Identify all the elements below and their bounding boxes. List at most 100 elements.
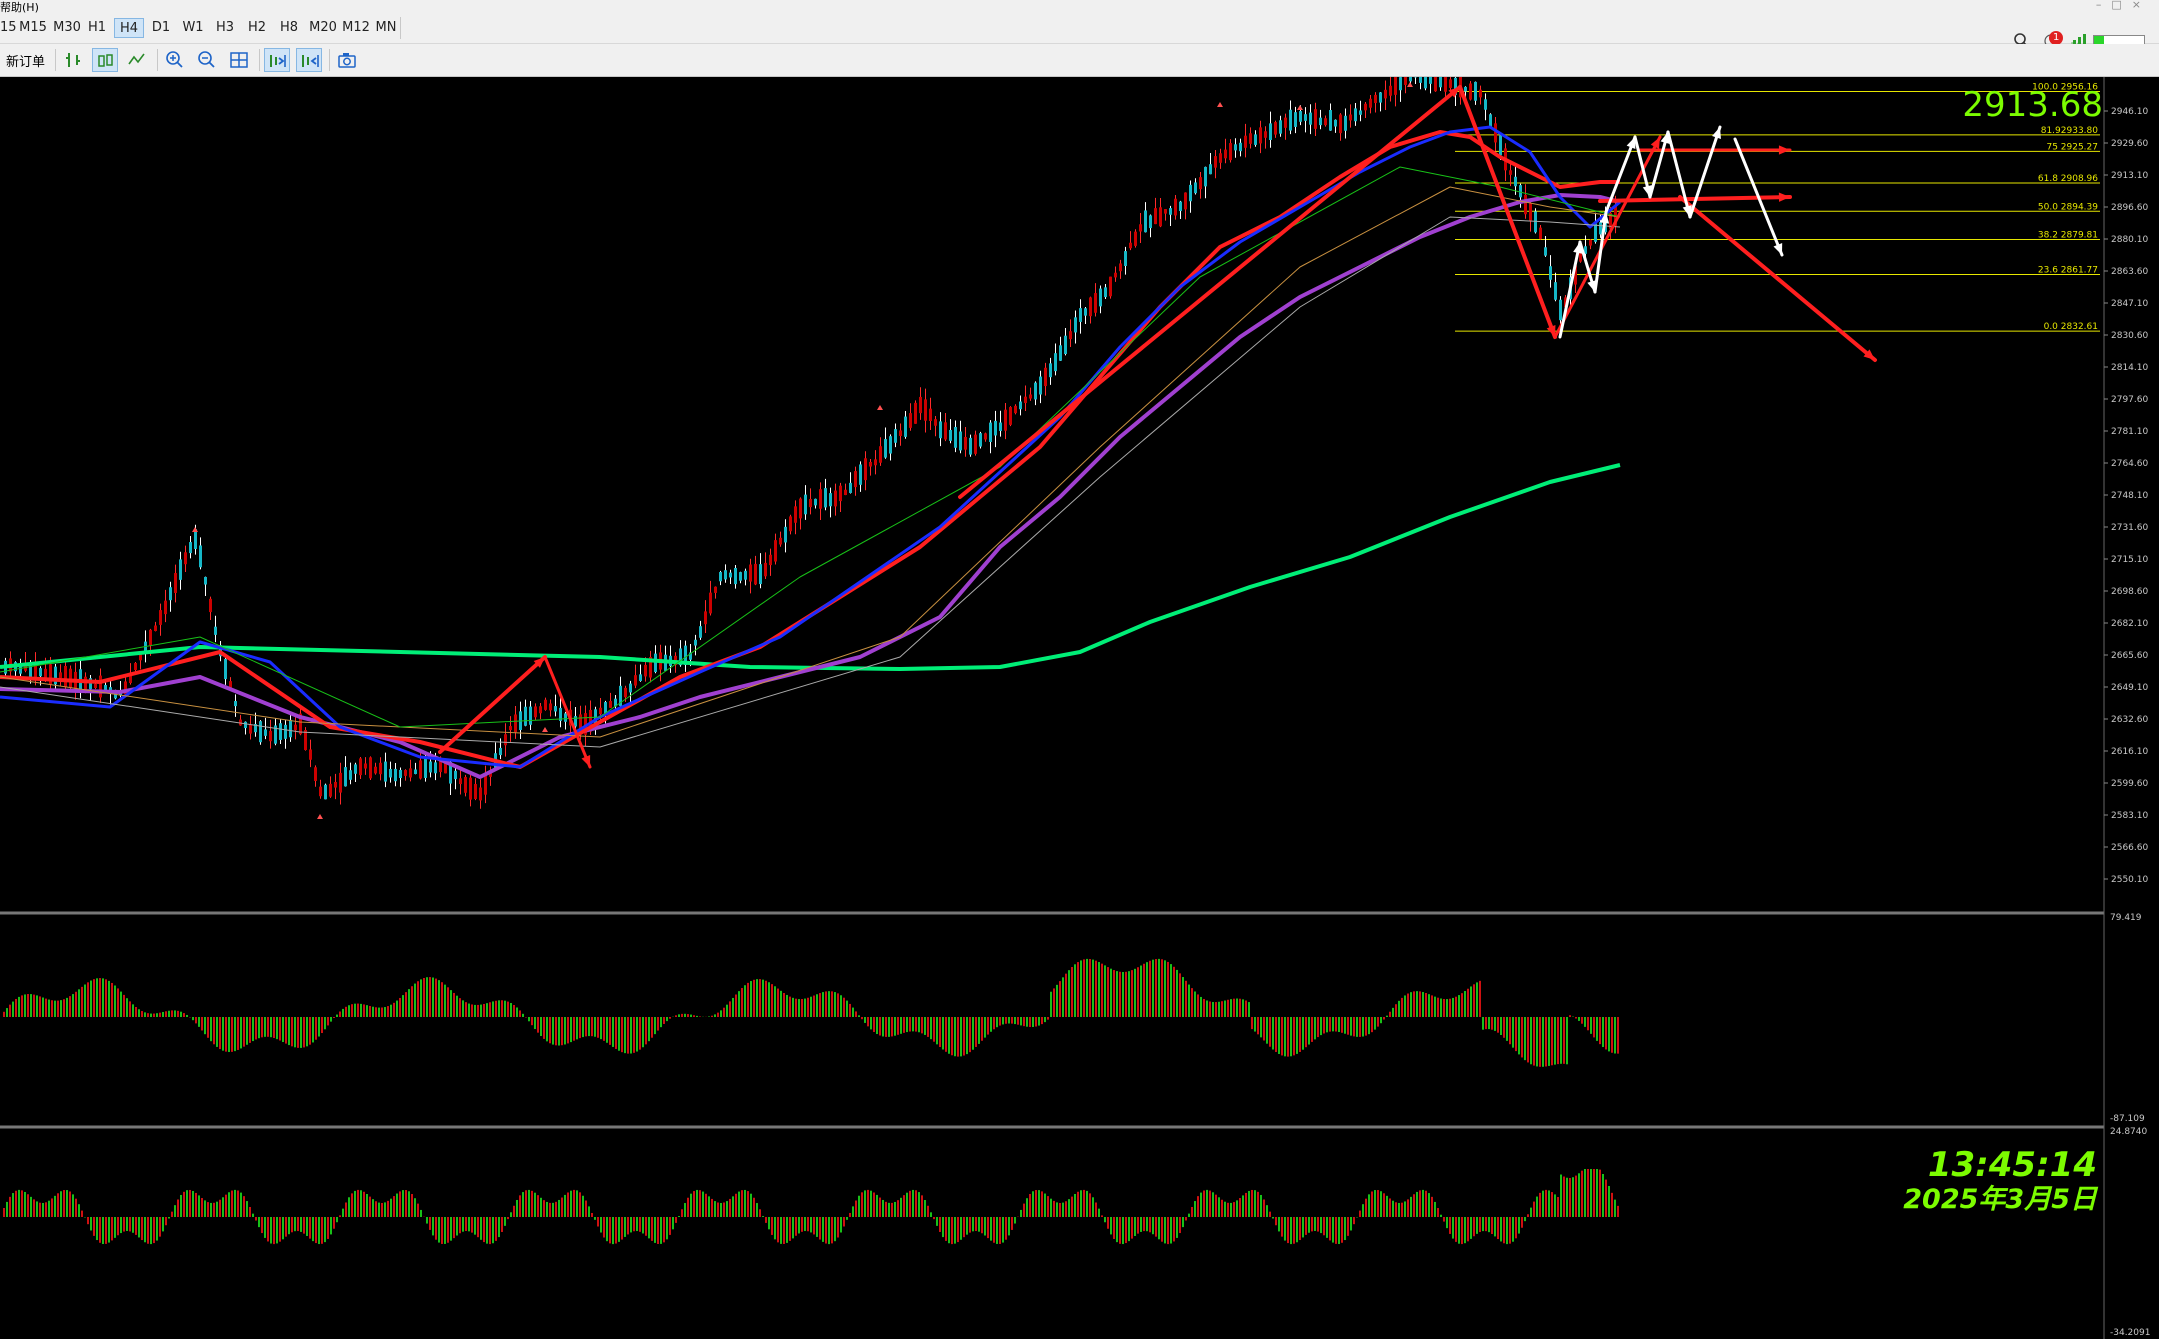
- candle-body: [1159, 207, 1162, 227]
- new-order-button[interactable]: 新订单: [6, 55, 46, 70]
- candle-body: [834, 490, 837, 507]
- candle-body: [629, 683, 632, 693]
- timeframe-h4[interactable]: H4: [114, 18, 144, 38]
- fractal-marker: [877, 405, 883, 410]
- candle-body: [814, 498, 817, 506]
- candle-body: [169, 587, 172, 601]
- candle-body: [209, 598, 212, 613]
- candle-body: [474, 783, 477, 799]
- candle-body: [1494, 123, 1497, 143]
- candle-body: [1354, 108, 1357, 122]
- projection-arrow-head: [1599, 212, 1610, 224]
- candle-body: [999, 422, 1002, 432]
- clock-date: 2025年3月5日: [1903, 1184, 2097, 1215]
- candle-body: [304, 730, 307, 751]
- candle-body: [1069, 331, 1072, 340]
- tile-windows-button[interactable]: [226, 48, 252, 72]
- candle-body: [884, 439, 887, 458]
- zoom-out-button[interactable]: [194, 48, 220, 72]
- candle-chart-button[interactable]: [92, 48, 118, 72]
- price-axis-label: 2632.60: [2111, 715, 2148, 725]
- price-axis-label: 2863.60: [2111, 267, 2148, 277]
- candle-body: [369, 757, 372, 779]
- auto-scroll-button[interactable]: [264, 48, 290, 72]
- moving-average-thin-gray: [0, 216, 1621, 748]
- candle-body: [1084, 308, 1087, 316]
- candle-body: [1324, 118, 1327, 126]
- line-chart-button[interactable]: [124, 48, 150, 72]
- screenshot-button[interactable]: [334, 48, 360, 72]
- candle-body: [239, 719, 242, 726]
- timeframe-m30[interactable]: M30: [53, 20, 81, 35]
- candle-body: [769, 554, 772, 566]
- candle-body: [889, 436, 892, 454]
- candle-body: [614, 698, 617, 707]
- timeframe-mn[interactable]: MN: [375, 20, 397, 35]
- candle-body: [969, 437, 972, 455]
- candle-body: [579, 714, 582, 732]
- candle-body: [914, 402, 917, 424]
- candle-body: [364, 763, 367, 769]
- candle-body: [1229, 143, 1232, 161]
- candle-body: [84, 676, 87, 691]
- candle-body: [1119, 263, 1122, 272]
- candle-body: [254, 724, 257, 733]
- candle-body: [964, 436, 967, 450]
- candle-body: [1039, 376, 1042, 395]
- timeframe-15[interactable]: 15: [0, 20, 17, 35]
- candle-body: [394, 768, 397, 782]
- candle-body: [994, 420, 997, 436]
- candle-body: [894, 429, 897, 443]
- candle-body: [1224, 149, 1227, 159]
- candle-body: [139, 654, 142, 661]
- timeframe-m12[interactable]: M12: [342, 20, 370, 35]
- timeframe-separator: [400, 17, 401, 39]
- candle-body: [709, 592, 712, 614]
- candle-body: [1004, 409, 1007, 431]
- candle-body: [459, 778, 462, 785]
- bar-chart-button[interactable]: [60, 48, 86, 72]
- menu-bar: 帮助(H) –□×: [0, 0, 2159, 14]
- candle-body: [1059, 345, 1062, 361]
- chart-shift-button[interactable]: [296, 48, 322, 72]
- candle-body: [199, 545, 202, 568]
- candle-body: [344, 767, 347, 787]
- timeframe-m15[interactable]: M15: [19, 20, 47, 35]
- candle-body: [1109, 276, 1112, 297]
- zoom-in-button[interactable]: [162, 48, 188, 72]
- candle-body: [714, 586, 717, 593]
- moving-average-red: [0, 130, 1620, 769]
- candle-body: [679, 648, 682, 666]
- candle-body: [1289, 109, 1292, 131]
- price-chart[interactable]: 2946.10 2929.60 2913.10 2896.60 2880.10 2863.…: [0, 77, 2159, 1339]
- timeframe-d1[interactable]: D1: [151, 20, 171, 35]
- candle-body: [1399, 77, 1402, 91]
- candle-body: [984, 433, 987, 440]
- candle-body: [734, 567, 737, 585]
- timeframe-m20[interactable]: M20: [309, 20, 337, 35]
- window-controls[interactable]: –□×: [2095, 0, 2151, 11]
- candle-body: [954, 426, 957, 448]
- timeframe-h8[interactable]: H8: [279, 20, 299, 35]
- target-arrow-down: [1678, 195, 1877, 362]
- price-axis-label: 2748.10: [2111, 491, 2148, 501]
- candle-body: [719, 572, 722, 582]
- candle-body: [384, 761, 387, 782]
- timeframe-h3[interactable]: H3: [215, 20, 235, 35]
- timeframe-w1[interactable]: W1: [182, 20, 204, 35]
- timeframe-h1[interactable]: H1: [87, 20, 107, 35]
- candle-body: [779, 537, 782, 545]
- candle-body: [1214, 156, 1217, 168]
- candle-body: [414, 769, 417, 774]
- candle-body: [739, 572, 742, 581]
- chart-canvas[interactable]: 2946.10 2929.60 2913.10 2896.60 2880.10 2863.…: [0, 77, 2159, 1339]
- candle-body: [939, 421, 942, 439]
- candle-body: [514, 714, 517, 733]
- candle-body: [684, 645, 687, 666]
- timeframe-h2[interactable]: H2: [247, 20, 267, 35]
- candle-body: [244, 721, 247, 729]
- candle-body: [1269, 123, 1272, 140]
- help-menu[interactable]: 帮助(H): [0, 1, 39, 14]
- candle-body: [354, 764, 357, 774]
- fractal-marker: [1297, 105, 1303, 110]
